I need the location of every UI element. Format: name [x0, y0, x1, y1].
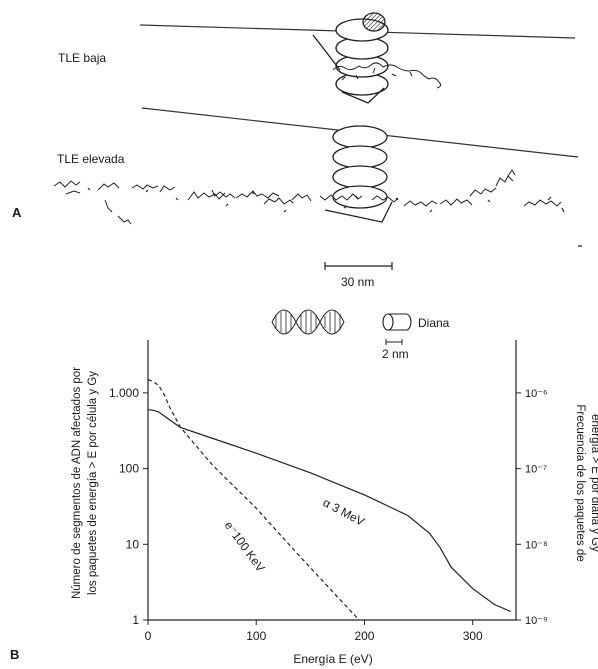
- chart: 0 100 200 300 1 10 100 1.000 10⁻⁹ 10⁻⁸ 10⁻⁷ 10⁻⁶: [109, 340, 548, 643]
- scale-bar-30nm-label: 30 nm: [341, 275, 374, 289]
- dna-helix-icon: [271, 309, 345, 335]
- x-tick-label: 100: [246, 629, 266, 643]
- panel-letter-a: A: [12, 205, 22, 220]
- ylabel-right-line2: energía > E por diana y Gy: [589, 414, 598, 552]
- y-left-tick-label: 10: [126, 537, 140, 551]
- cylinder-target-icon: [382, 313, 412, 331]
- ylabel-left-line2: los paquetes de energía > E por célula y…: [87, 371, 99, 595]
- legend-target-label: Diana: [418, 316, 450, 330]
- scale-bar-2nm: [385, 339, 403, 345]
- panel-a: 30 nm TLE baja TLE elevada A: [12, 12, 582, 289]
- panel-b: B 0 100 200 3001101001.00010⁻⁹10⁻⁸10⁻⁷10⁻⁶ …: [10, 340, 598, 666]
- series-line-alpha: [147, 409, 511, 612]
- dna-coil-upper: [312, 12, 389, 104]
- y-left-tick-label: 1.000: [109, 386, 139, 400]
- ylabel-left-line1: Número de segmentos de ADN afectados por: [71, 367, 83, 599]
- y-right-tick-label: 10⁻⁸: [525, 539, 548, 551]
- x-tick-label: 200: [354, 629, 374, 643]
- series-line-electron: [147, 379, 360, 621]
- scale-bar-30nm: [324, 262, 393, 270]
- y-left-tick-label: 100: [119, 462, 139, 476]
- y-right-tick-label: 10⁻⁷: [525, 464, 547, 476]
- label-tle-elevada: TLE elevada: [57, 152, 125, 166]
- series-label-alpha: α 3 MeV: [321, 495, 367, 528]
- xlabel: Energía E (eV): [293, 652, 372, 666]
- y-left-tick-label: 1: [132, 613, 139, 627]
- y-right-tick-label: 10⁻⁹: [525, 615, 548, 627]
- dna-coil-lower: [324, 125, 393, 223]
- high-let-dense-track: [53, 169, 562, 225]
- panel-letter-b: B: [10, 647, 19, 662]
- x-tick-label: 0: [145, 629, 152, 643]
- series-label-electron: e⁻100 KeV: [222, 519, 268, 575]
- x-tick-label: 300: [463, 629, 483, 643]
- legend: Diana 2 nm: [271, 309, 450, 361]
- ylabel-right-line1: Frecuencia de los paquetes de: [574, 404, 586, 561]
- y-right-tick-label: 10⁻⁶: [525, 388, 548, 400]
- low-let-electron-track: [332, 62, 442, 89]
- label-tle-baja: TLE baja: [58, 51, 106, 65]
- scale-bar-2nm-label: 2 nm: [382, 347, 409, 361]
